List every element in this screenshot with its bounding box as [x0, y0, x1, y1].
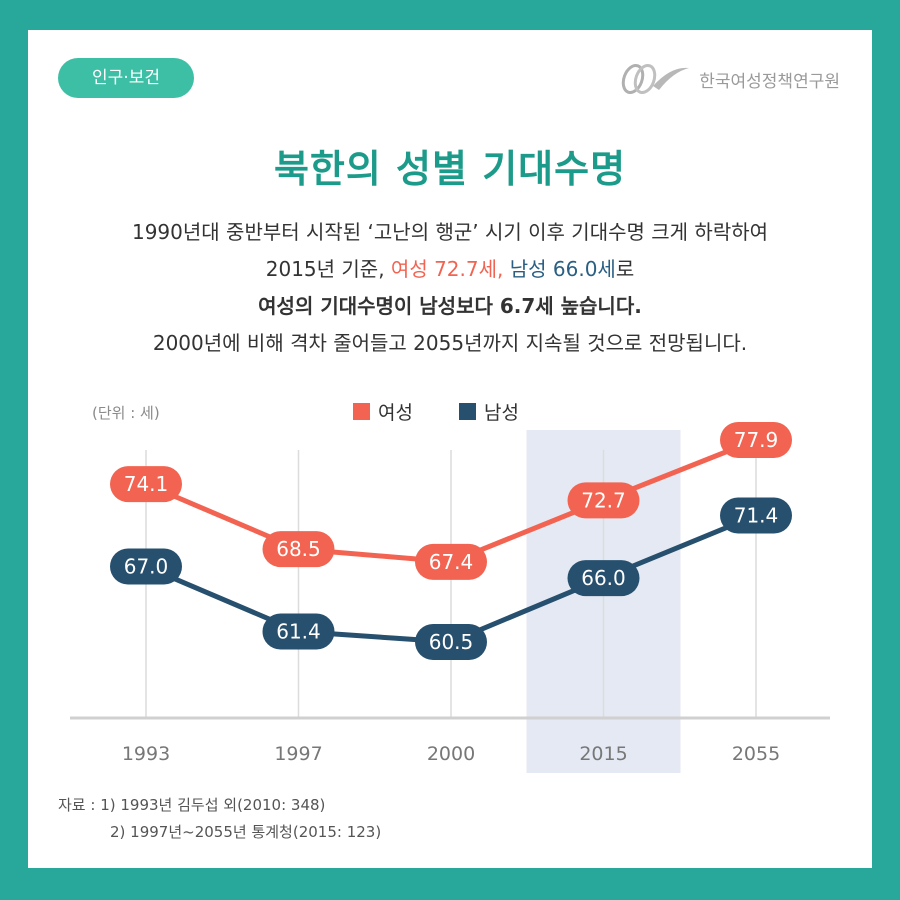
data-label-male-2000: 60.5 [429, 630, 474, 654]
data-label-male-2055: 71.4 [734, 503, 779, 527]
x-tick-label-2055: 2055 [732, 743, 780, 765]
description-line-3: 여성의 기대수명이 남성보다 6.7세 높습니다. [258, 294, 642, 318]
x-tick-label-2000: 2000 [427, 743, 475, 765]
legend-item-female: 여성 [353, 398, 413, 425]
description-line-2: 2015년 기준, 여성 72.7세, 남성 66.0세로 [28, 251, 872, 288]
category-badge: 인구·보건 [58, 58, 194, 98]
male-highlight: 남성 66.0세 [503, 257, 616, 281]
legend-swatch-male [458, 403, 476, 420]
life-expectancy-chart: 1993 1997 2000 2015 2055 74.1 68.5 67.4 72.7 77.9… [70, 422, 830, 773]
legend-swatch-female [353, 403, 370, 420]
legend-label-male: 남성 [483, 402, 519, 424]
data-label-female-2055: 77.9 [734, 428, 779, 452]
data-point-male-1997 [262, 613, 335, 650]
description-line-4: 2000년에 비해 격차 줄어들고 2055년까지 지속될 것으로 전망됩니다. [152, 331, 748, 355]
source-note: 자료 : 1) 1993년 김두섭 외(2010: 348) 2) 1997년~… [58, 792, 381, 846]
data-label-male-1997: 61.4 [276, 620, 321, 644]
legend-label-female: 여성 [378, 402, 413, 424]
data-point-male-2000 [415, 624, 487, 660]
data-label-female-2015: 72.7 [581, 488, 626, 512]
infographic-card: 인구·보건 한국여성정책연구원 북한의 성별 기대수명 1990년대 중반부터 … [28, 30, 872, 868]
data-point-female-2015 [567, 482, 640, 519]
data-point-male-2055 [720, 497, 792, 534]
data-point-female-1997 [262, 531, 335, 568]
source-line-1: 자료 : 1) 1993년 김두섭 외(2010: 348) [58, 796, 326, 814]
female-highlight: 여성 72.7세, [390, 257, 504, 281]
data-point-female-2000 [415, 543, 487, 580]
source-line-2: 2) 1997년~2055년 통계청(2015: 123) [110, 823, 382, 841]
legend-item-male: 남성 [458, 398, 519, 425]
description-line-1: 1990년대 중반부터 시작된 ‘고난의 행군’ 시기 이후 기대수명 크게 하… [131, 220, 769, 244]
data-point-male-2015 [567, 560, 640, 597]
org-name: 한국여성정책연구원 [699, 71, 840, 92]
page-title: 북한의 성별 기대수명 [273, 147, 627, 191]
data-label-female-2000: 67.4 [429, 550, 474, 574]
x-tick-label-2015: 2015 [579, 743, 627, 765]
data-point-male-1993 [110, 548, 182, 585]
description-line-2-prefix: 2015년 기준, [265, 257, 391, 281]
chart-legend: 여성 남성 [353, 398, 519, 425]
x-tick-label-1997: 1997 [274, 743, 322, 765]
data-label-male-1993: 67.0 [124, 555, 169, 579]
org-logo: 한국여성정책연구원 [619, 62, 840, 96]
data-label-female-1997: 68.5 [276, 537, 321, 561]
x-tick-label-1993: 1993 [122, 743, 170, 765]
org-emblem-icon [622, 63, 690, 95]
data-point-female-2055 [720, 422, 792, 458]
description: 1990년대 중반부터 시작된 ‘고난의 행군’ 시기 이후 기대수명 크게 하… [28, 214, 872, 362]
data-label-female-1993: 74.1 [124, 472, 169, 496]
data-point-female-1993 [110, 466, 182, 503]
unit-label: (단위 : 세) [92, 404, 160, 422]
description-line-2-suffix: 로 [615, 257, 635, 281]
data-label-male-2015: 66.0 [581, 566, 626, 590]
